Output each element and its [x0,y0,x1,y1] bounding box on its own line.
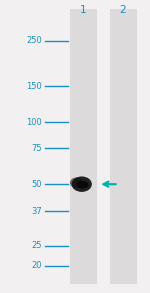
Text: 1: 1 [80,5,87,15]
Text: 75: 75 [31,144,42,153]
Text: 25: 25 [32,241,42,251]
Text: 37: 37 [31,207,42,216]
Text: 20: 20 [32,261,42,270]
Text: 150: 150 [26,82,42,91]
Text: 100: 100 [26,118,42,127]
Text: 2: 2 [120,5,126,15]
Text: 50: 50 [32,180,42,189]
Text: 250: 250 [26,36,42,45]
